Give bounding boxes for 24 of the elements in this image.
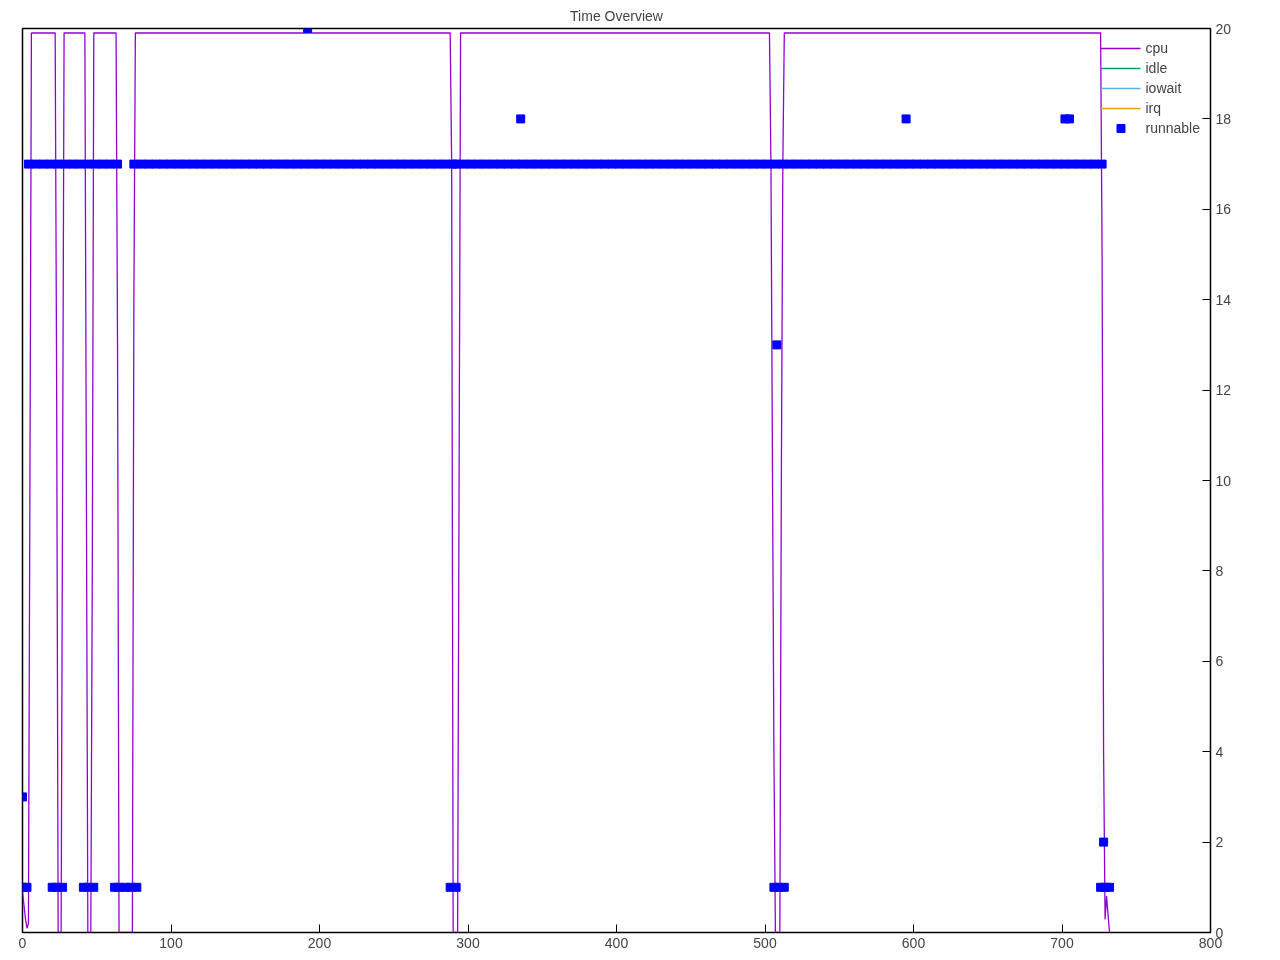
chart-title: Time Overview <box>570 7 664 24</box>
y-tick-label: 18 <box>1215 110 1232 127</box>
y-tick-label: 14 <box>1215 291 1232 308</box>
x-tick-label: 0 <box>18 934 27 951</box>
y-tick-label: 10 <box>1215 472 1232 489</box>
x-tick-label: 100 <box>159 934 183 951</box>
y-tick-label: 4 <box>1215 743 1224 760</box>
x-tick-label: 400 <box>604 934 629 951</box>
y-tick-label: 20 <box>1215 20 1232 37</box>
legend-label: cpu <box>1145 40 1169 56</box>
y-tick-label: 8 <box>1215 562 1224 579</box>
legend-label: irq <box>1145 100 1163 116</box>
y-tick-label: 12 <box>1215 382 1232 399</box>
x-tick-label: 600 <box>901 934 926 951</box>
x-tick-label: 700 <box>1050 934 1074 951</box>
x-tick-label: 300 <box>456 934 480 951</box>
y-tick-label: 16 <box>1215 201 1232 218</box>
legend-label: iowait <box>1145 80 1182 96</box>
legend-label: runnable <box>1145 120 1200 136</box>
y-tick-label: 2 <box>1215 834 1224 851</box>
y-tick-label: 6 <box>1215 653 1224 670</box>
x-tick-label: 200 <box>307 934 332 951</box>
x-tick-label: 500 <box>753 934 777 951</box>
legend-label: idle <box>1145 60 1168 76</box>
